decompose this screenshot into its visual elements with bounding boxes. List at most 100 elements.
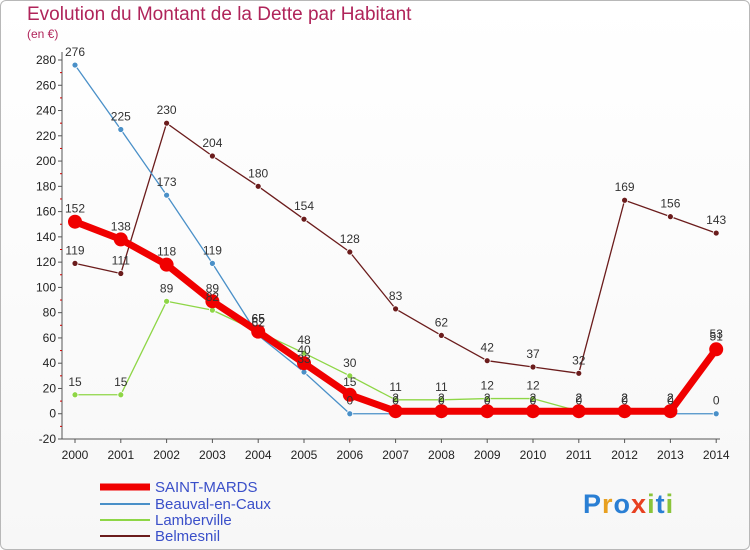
- data-label-saint-mards: 152: [65, 202, 85, 216]
- data-point-belmesnil: [712, 229, 720, 237]
- data-label-saint-mards: 2: [392, 391, 399, 405]
- logo-letter: o: [613, 489, 632, 519]
- data-point-belmesnil: [667, 213, 674, 221]
- data-label-saint-mards: 2: [621, 391, 628, 405]
- data-point-lamberville: [163, 297, 171, 305]
- data-label-belmesnil: 128: [340, 232, 360, 246]
- data-point-beauval-en-caux: [208, 259, 216, 267]
- data-point-lamberville: [437, 396, 445, 404]
- data-label-beauval-en-caux: 0: [392, 394, 399, 408]
- data-label-beauval-en-caux: 0: [667, 394, 674, 408]
- data-label-saint-mards: 2: [575, 391, 582, 405]
- x-tick-label: 2001: [107, 448, 134, 462]
- data-point-saint-mards: [571, 404, 586, 419]
- data-label-lamberville: 2: [575, 391, 582, 405]
- data-point-belmesnil: [392, 305, 400, 313]
- data-point-lamberville: [346, 372, 354, 380]
- data-label-beauval-en-caux: 173: [157, 175, 177, 189]
- data-point-saint-mards: [663, 404, 678, 419]
- data-point-saint-mards: [251, 324, 266, 339]
- data-point-saint-mards: [434, 404, 449, 419]
- data-label-belmesnil: 204: [202, 136, 222, 150]
- data-label-belmesnil: 37: [526, 347, 540, 361]
- data-point-saint-mards: [297, 356, 311, 371]
- data-label-belmesnil: 169: [615, 180, 635, 194]
- data-label-belmesnil: 156: [660, 197, 680, 211]
- data-point-belmesnil: [163, 119, 171, 127]
- data-label-belmesnil: 42: [481, 341, 495, 355]
- data-label-lamberville: 82: [206, 290, 220, 304]
- data-label-saint-mards: 118: [157, 245, 176, 259]
- data-label-lamberville: 30: [343, 356, 357, 370]
- x-tick-label: 2005: [291, 448, 318, 462]
- logo-letter: i: [647, 489, 656, 519]
- data-label-beauval-en-caux: 0: [530, 394, 537, 408]
- data-point-saint-mards: [617, 404, 632, 419]
- x-tick-label: 2008: [428, 448, 455, 462]
- data-label-belmesnil: 143: [706, 213, 726, 227]
- data-label-saint-mards: 51: [710, 329, 724, 343]
- data-label-lamberville: 48: [297, 333, 311, 347]
- data-label-lamberville: 15: [114, 375, 128, 389]
- data-point-belmesnil: [529, 363, 537, 371]
- y-tick-label: -20: [39, 432, 57, 446]
- data-label-saint-mards: 89: [206, 281, 220, 295]
- legend-label-lamberville: Lamberville: [155, 512, 232, 529]
- data-label-saint-mards: 2: [438, 391, 445, 405]
- data-label-lamberville: 89: [160, 281, 174, 295]
- data-label-lamberville: 65: [252, 312, 266, 326]
- y-tick-label: 40: [43, 356, 57, 370]
- y-tick-label: 140: [36, 230, 56, 244]
- chart-subtitle: (en €): [27, 27, 59, 41]
- data-point-saint-mards: [526, 404, 540, 419]
- data-point-belmesnil: [575, 369, 583, 377]
- chart-title: Evolution du Montant de la Dette par Hab…: [27, 4, 412, 25]
- data-point-lamberville: [483, 395, 491, 402]
- x-tick-label: 2014: [703, 448, 730, 462]
- data-label-beauval-en-caux: 62: [252, 315, 266, 329]
- data-point-belmesnil: [621, 196, 628, 204]
- y-tick-label: 240: [36, 104, 56, 118]
- data-point-belmesnil: [71, 259, 79, 267]
- data-point-beauval-en-caux: [163, 191, 171, 199]
- data-point-saint-mards: [709, 342, 724, 357]
- data-label-beauval-en-caux: 0: [621, 394, 628, 408]
- data-point-lamberville: [117, 391, 125, 399]
- data-label-beauval-en-caux: 119: [203, 243, 222, 257]
- y-tick-label: 60: [43, 331, 57, 345]
- data-label-lamberville: 15: [68, 375, 82, 389]
- legend-label-beauval-en-caux: Beauval-en-Caux: [155, 496, 271, 513]
- data-point-belmesnil: [483, 357, 491, 365]
- data-point-lamberville: [71, 391, 79, 399]
- chart-axes: [61, 52, 720, 440]
- legend: SAINT-MARDSBeauval-en-CauxLambervilleBel…: [100, 479, 271, 545]
- logo-letter: t: [655, 489, 666, 519]
- y-tick-label: 200: [36, 154, 56, 168]
- data-label-lamberville: 12: [481, 379, 495, 393]
- series-line-beauval-en-caux: [74, 64, 717, 415]
- data-label-lamberville: 2: [621, 391, 628, 405]
- data-point-belmesnil: [346, 248, 354, 256]
- data-label-saint-mards: 2: [484, 391, 491, 405]
- data-point-lamberville: [529, 395, 537, 402]
- data-point-beauval-en-caux: [712, 410, 720, 418]
- x-tick-label: 2010: [520, 448, 547, 462]
- data-point-saint-mards: [113, 232, 128, 247]
- legend-label-saint-mards: SAINT-MARDS: [155, 479, 258, 496]
- y-tick-label: 80: [43, 306, 57, 320]
- data-label-beauval-en-caux: 0: [713, 394, 720, 408]
- data-point-beauval-en-caux: [346, 410, 354, 418]
- data-label-saint-mards: 65: [252, 312, 266, 326]
- data-label-belmesnil: 230: [157, 103, 177, 117]
- data-point-saint-mards: [342, 387, 357, 402]
- x-tick-label: 2003: [199, 448, 226, 462]
- x-tick-label: 2007: [382, 448, 409, 462]
- data-label-beauval-en-caux: 0: [438, 394, 445, 408]
- x-tick-label: 2000: [62, 448, 89, 462]
- x-axis-ticks: 2000 2001 2002 2003 2004 2005 2006 2007 2008 2009…: [62, 439, 730, 462]
- data-label-lamberville: 11: [435, 380, 448, 394]
- y-tick-label: 220: [36, 129, 56, 143]
- data-point-belmesnil: [117, 270, 125, 277]
- y-tick-label: 280: [36, 53, 56, 67]
- data-label-lamberville: 53: [710, 327, 724, 341]
